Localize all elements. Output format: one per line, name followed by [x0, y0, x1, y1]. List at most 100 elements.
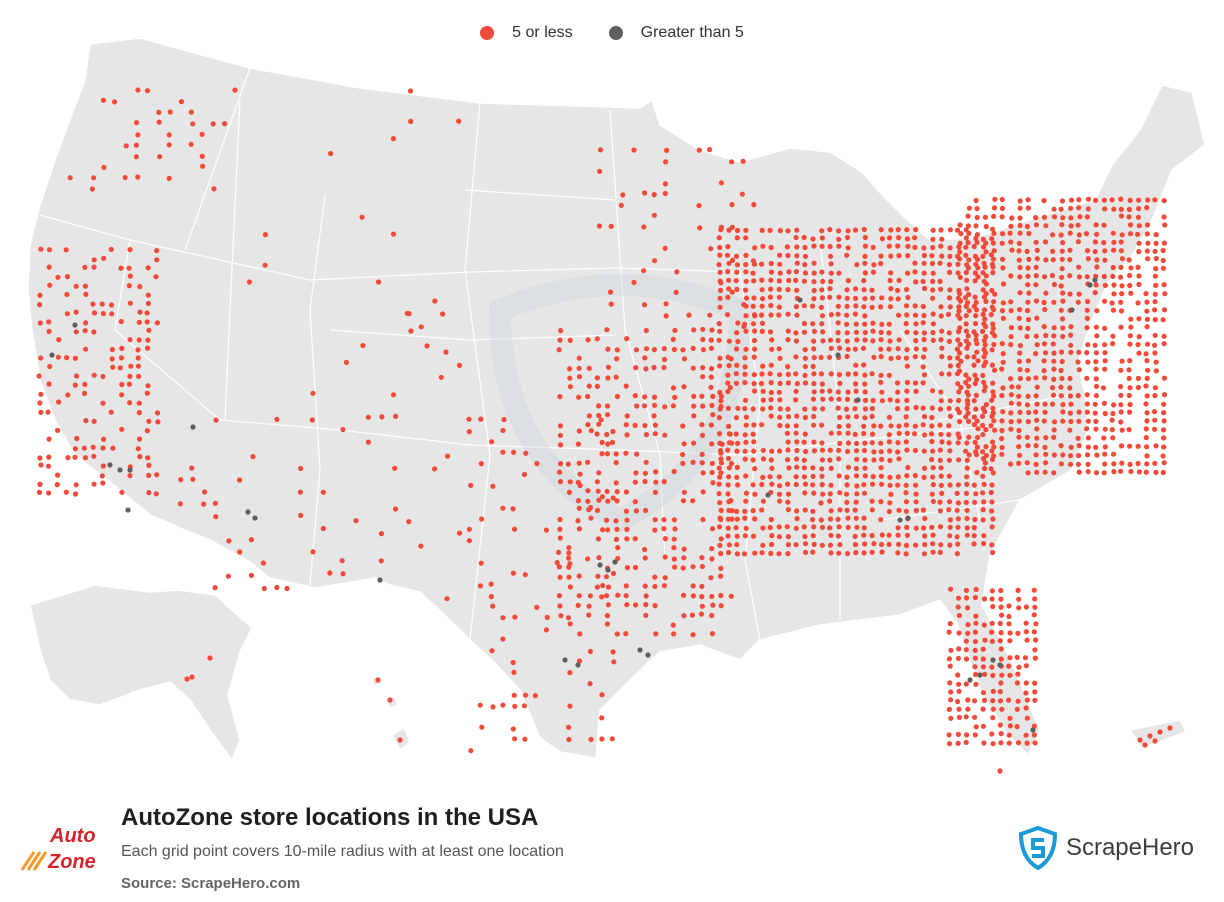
store-dot-low [963, 739, 969, 746]
store-dot-low [837, 490, 843, 496]
store-dot-low [862, 313, 868, 319]
store-dot-low [956, 434, 962, 440]
store-dot-low [604, 488, 610, 495]
store-dot-low [886, 532, 892, 538]
store-dot-low [708, 246, 714, 252]
store-dot-low [1093, 376, 1099, 382]
store-dot-low [662, 575, 668, 581]
store-dot-low [810, 482, 816, 488]
store-dot-low [1152, 332, 1158, 338]
store-dot-low [567, 621, 573, 627]
store-dot-low [921, 336, 927, 343]
store-dot-low [742, 397, 749, 403]
store-dot-low [903, 499, 910, 505]
store-dot-low [651, 347, 658, 353]
store-dot-low [717, 389, 723, 395]
store-dot-low [144, 319, 150, 325]
store-dot-low [991, 453, 997, 459]
store-dot-low [1152, 291, 1158, 297]
store-dot-low [862, 473, 868, 479]
store-dot-low [768, 286, 774, 292]
store-dot-low [854, 440, 860, 446]
store-dot-low [1000, 256, 1006, 262]
store-dot-low [250, 454, 256, 460]
store-dot-low [1093, 282, 1099, 288]
store-dot-low [990, 321, 996, 327]
store-dot-low [604, 327, 610, 333]
store-dot-low [937, 457, 943, 463]
store-dot-low [844, 234, 851, 241]
store-dot-low [930, 541, 936, 547]
store-dot-low [1093, 350, 1099, 356]
store-dot-low [661, 479, 667, 485]
store-dot-low [1109, 300, 1115, 306]
store-dot-low [989, 347, 995, 353]
store-dot-low [751, 448, 757, 454]
store-dot-low [567, 366, 573, 372]
store-dot-low [751, 381, 757, 387]
store-dot-low [896, 277, 902, 283]
store-dot-low [844, 295, 850, 301]
store-dot-low [557, 535, 563, 541]
store-dot-low [1006, 732, 1012, 738]
store-dot-low [1031, 612, 1037, 618]
store-dot-low [1126, 214, 1132, 220]
store-dot-low [1050, 401, 1056, 407]
store-dot-low [725, 491, 731, 497]
store-dot-low [663, 301, 669, 307]
store-dot-low [870, 397, 876, 404]
store-dot-low [810, 549, 816, 555]
store-dot-low [1136, 469, 1142, 475]
store-dot-high [997, 662, 1003, 668]
store-dot-low [845, 371, 851, 377]
store-dot-low [213, 417, 219, 423]
store-dot-low [699, 603, 706, 609]
store-dot-low [896, 423, 902, 429]
store-dot-low [1068, 401, 1074, 407]
store-dot-low [837, 440, 843, 446]
store-dot-low [594, 375, 601, 381]
store-dot-low [718, 507, 724, 513]
store-dot-low [827, 227, 833, 233]
store-dot-low [973, 299, 979, 305]
store-dot-low [1093, 393, 1099, 399]
store-dot-low [1014, 680, 1021, 686]
store-dot-low [1051, 325, 1057, 331]
store-dot-low [760, 447, 766, 453]
store-dot-low [742, 448, 748, 454]
store-dot-low [768, 457, 774, 463]
store-dot-low [989, 362, 996, 368]
store-dot-low [811, 260, 817, 266]
store-dot-low [1059, 222, 1065, 228]
store-dot-low [1144, 308, 1150, 314]
store-dot-low [852, 431, 858, 437]
store-dot-low [768, 389, 775, 396]
store-dot-low [1050, 232, 1056, 238]
store-dot-low [1075, 393, 1081, 399]
store-dot-low [895, 287, 901, 294]
store-dot-low [726, 277, 732, 283]
store-dot-low [921, 270, 927, 276]
store-dot-low [262, 232, 268, 238]
store-dot-low [886, 243, 892, 249]
store-dot-low [1024, 697, 1030, 703]
store-dot-low [468, 482, 474, 488]
store-dot-low [938, 542, 944, 548]
store-dot-low [567, 561, 573, 567]
store-dot-low [956, 706, 962, 712]
store-dot-low [623, 583, 629, 589]
store-dot-low [1017, 205, 1023, 211]
store-dot-low [954, 346, 961, 352]
store-dot-low [631, 147, 637, 153]
store-dot-low [973, 313, 979, 319]
store-dot-low [913, 321, 919, 327]
store-dot-low [604, 451, 611, 457]
store-dot-low [1068, 205, 1074, 211]
store-dot-low [718, 550, 724, 557]
store-dot-low [751, 354, 757, 360]
store-dot-low [127, 273, 133, 279]
store-dot-low [1109, 427, 1115, 433]
store-dot-low [888, 227, 894, 233]
store-dot-low [1067, 453, 1074, 459]
store-dot-low [557, 423, 564, 429]
